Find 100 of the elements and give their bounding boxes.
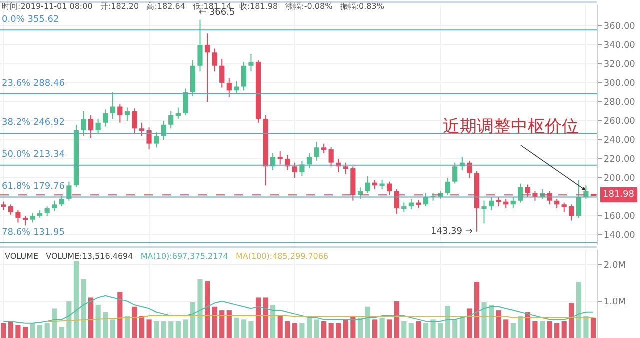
bar bbox=[423, 323, 429, 338]
bar bbox=[584, 316, 589, 338]
annotation: VOLUME bbox=[5, 252, 38, 261]
bar bbox=[88, 298, 94, 338]
bar bbox=[176, 322, 181, 338]
bar bbox=[103, 312, 108, 338]
y-tick-label: 200.00 bbox=[604, 174, 636, 184]
bar bbox=[139, 316, 145, 338]
bar bbox=[576, 282, 582, 338]
text: MA(100):485,299.7066 bbox=[236, 252, 329, 261]
ref-line-label: 78.6% 131.95 bbox=[2, 228, 65, 238]
ref-line-label: 23.6% 288.46 bbox=[2, 79, 66, 89]
bar bbox=[322, 322, 327, 338]
bar bbox=[467, 308, 472, 338]
bar bbox=[204, 281, 210, 338]
bar bbox=[306, 318, 312, 338]
bar bbox=[212, 306, 218, 338]
y-tick-label: 360.00 bbox=[604, 22, 636, 32]
bar bbox=[22, 327, 28, 338]
y-tick-label: 300.00 bbox=[604, 79, 636, 90]
bar bbox=[52, 308, 58, 338]
bar bbox=[226, 310, 232, 338]
bar bbox=[408, 323, 414, 338]
bar bbox=[416, 322, 422, 338]
bar bbox=[372, 320, 378, 338]
y-tick-label: 1.0M bbox=[604, 298, 626, 308]
bar bbox=[74, 261, 80, 338]
bar bbox=[510, 323, 516, 338]
bar bbox=[518, 316, 524, 338]
bar bbox=[8, 322, 14, 338]
candlestick bbox=[248, 54, 254, 72]
bar bbox=[394, 301, 400, 338]
bar bbox=[525, 312, 530, 338]
bar bbox=[44, 323, 50, 338]
y-tick-label: 140.00 bbox=[604, 231, 636, 242]
bar bbox=[504, 320, 509, 338]
bar bbox=[438, 323, 444, 338]
bar bbox=[547, 322, 552, 338]
y-tick-label: 220.00 bbox=[604, 155, 636, 166]
y-tick-label: 260.00 bbox=[604, 117, 636, 128]
bar bbox=[445, 306, 450, 338]
ref-line-label: 50.0% 213.34 bbox=[2, 150, 66, 160]
ref-line-label: 61.8% 179.76 bbox=[2, 182, 66, 192]
bar bbox=[110, 320, 116, 338]
ref-line-label: 38.2% 246.92 bbox=[2, 118, 65, 128]
bar bbox=[380, 318, 385, 338]
bar bbox=[336, 323, 342, 338]
bar bbox=[1, 323, 6, 338]
bar bbox=[263, 298, 268, 338]
y-tick-label: 280.00 bbox=[604, 98, 636, 108]
bar bbox=[488, 305, 494, 338]
annotation: 近期调整中枢价位 bbox=[443, 117, 579, 137]
ref-line-label: 0.0% 355.62 bbox=[2, 15, 60, 25]
bar bbox=[124, 316, 130, 338]
bar bbox=[358, 318, 364, 338]
bar bbox=[38, 325, 43, 338]
bar bbox=[190, 302, 196, 338]
bar bbox=[66, 301, 72, 338]
bar bbox=[387, 320, 392, 338]
bar bbox=[496, 310, 502, 338]
ref-line-label: 181.98 bbox=[603, 190, 635, 200]
annotation: ← 366.5 bbox=[199, 8, 236, 18]
bar bbox=[220, 310, 225, 338]
bar bbox=[292, 323, 298, 338]
bar bbox=[474, 282, 480, 338]
bar bbox=[482, 302, 487, 338]
y-tick-label: 240.00 bbox=[604, 136, 636, 146]
line-series bbox=[3, 295, 594, 324]
bar bbox=[81, 279, 86, 338]
bar bbox=[30, 323, 36, 338]
bar bbox=[154, 322, 160, 338]
bar bbox=[278, 316, 283, 338]
bar bbox=[183, 320, 188, 338]
bar bbox=[161, 322, 166, 338]
y-tick-label: 2.0M bbox=[604, 260, 626, 271]
bar bbox=[460, 316, 465, 338]
candlestick bbox=[30, 212, 36, 224]
bar bbox=[402, 322, 407, 338]
bar bbox=[16, 325, 21, 338]
bar bbox=[365, 306, 370, 338]
bar bbox=[452, 320, 458, 338]
bar bbox=[248, 322, 254, 338]
bar bbox=[554, 323, 560, 338]
bar bbox=[256, 298, 262, 338]
bar bbox=[168, 322, 174, 338]
y-tick-label: 160.00 bbox=[604, 212, 636, 222]
bar bbox=[285, 322, 290, 338]
bar bbox=[146, 320, 152, 338]
bar bbox=[118, 292, 123, 338]
bar bbox=[198, 279, 203, 338]
bar bbox=[343, 320, 348, 338]
annotation: VOLUME:13,516.4694 bbox=[46, 252, 134, 261]
y-tick-label: 340.00 bbox=[604, 41, 636, 52]
bar bbox=[532, 322, 538, 338]
bar bbox=[569, 303, 574, 338]
bar bbox=[300, 323, 305, 338]
bar bbox=[540, 322, 546, 338]
bar bbox=[430, 320, 436, 338]
annotation: 143.39 → bbox=[431, 227, 474, 237]
bar bbox=[96, 305, 101, 338]
